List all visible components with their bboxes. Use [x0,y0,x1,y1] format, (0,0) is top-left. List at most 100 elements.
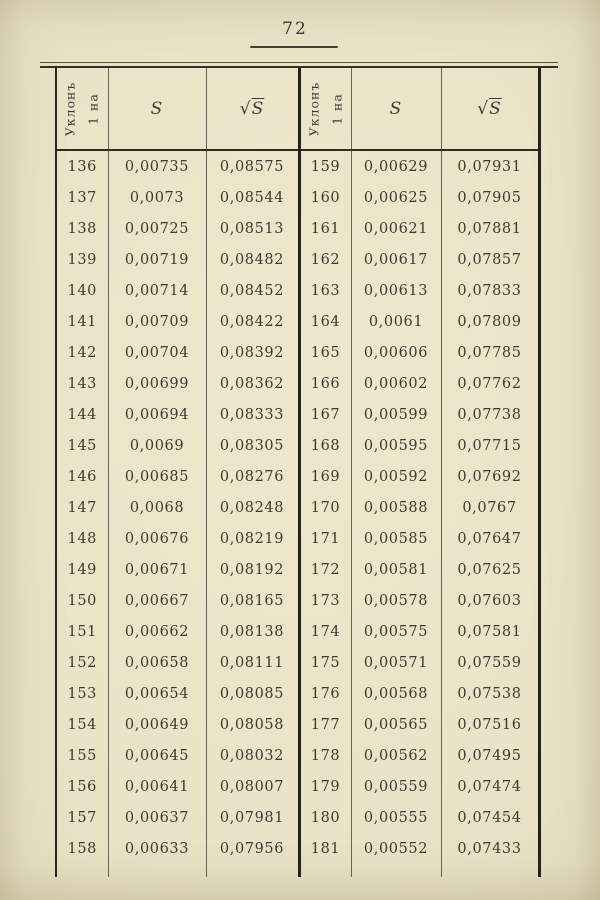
cell-sqrt-left: 0,08165 [206,585,301,616]
cell-sqrt-left: 0,08544 [206,182,301,213]
cell-sqrt-left: 0,07981 [206,802,301,833]
cell-s-left: 0,00649 [108,709,207,740]
cell-incline-right: 160 [299,182,352,213]
table-area: Уклонъ 1 на S √S Уклонъ 1 на [40,62,560,877]
table-row: 147 0,0068 0,08248 170 0,00588 0,0767 [55,492,541,523]
table-row: 152 0,00658 0,08111 175 0,00571 0,07559 [55,647,541,678]
cell-incline-left: 156 [55,771,109,802]
cell-incline-left: 141 [55,306,109,337]
cell-sqrt-left: 0,07956 [206,833,301,864]
slope-table: Уклонъ 1 на S √S Уклонъ 1 на [55,68,541,877]
cell-s-left: 0,00685 [108,461,207,492]
cell-incline-right: 179 [299,771,352,802]
cell-incline-left: 142 [55,337,109,368]
cell-s-right: 0,00613 [351,275,442,306]
cell-s-right: 0,00629 [351,150,442,182]
cell-s-right: 0,0061 [351,306,442,337]
rule-tail-row [55,864,541,877]
cell-incline-right: 181 [299,833,352,864]
table-row: 137 0,0073 0,08544 160 0,00625 0,07905 [55,182,541,213]
table-row: 151 0,00662 0,08138 174 0,00575 0,07581 [55,616,541,647]
table-row: 136 0,00735 0,08575 159 0,00629 0,07931 [55,150,541,182]
cell-s-left: 0,00658 [108,647,207,678]
cell-s-left: 0,00676 [108,523,207,554]
cell-s-right: 0,00606 [351,337,442,368]
cell-incline-left: 148 [55,523,109,554]
table-row: 139 0,00719 0,08482 162 0,00617 0,07857 [55,244,541,275]
cell-s-left: 0,00694 [108,399,207,430]
cell-incline-right: 173 [299,585,352,616]
cell-s-right: 0,00585 [351,523,442,554]
cell-s-right: 0,00559 [351,771,442,802]
cell-incline-left: 155 [55,740,109,771]
cell-incline-left: 146 [55,461,109,492]
cell-sqrt-right: 0,07833 [441,275,541,306]
cell-incline-right: 176 [299,678,352,709]
table-row: 150 0,00667 0,08165 173 0,00578 0,07603 [55,585,541,616]
cell-s-right: 0,00562 [351,740,442,771]
cell-incline-left: 153 [55,678,109,709]
cell-incline-right: 180 [299,802,352,833]
cell-incline-left: 158 [55,833,109,864]
cell-sqrt-left: 0,08058 [206,709,301,740]
table-row: 148 0,00676 0,08219 171 0,00585 0,07647 [55,523,541,554]
cell-s-left: 0,0073 [108,182,207,213]
cell-incline-right: 171 [299,523,352,554]
cell-s-right: 0,00568 [351,678,442,709]
sqrt-s-symbol: √S [239,98,265,119]
cell-sqrt-right: 0,07715 [441,430,541,461]
cell-sqrt-right: 0,07785 [441,337,541,368]
cell-incline-left: 150 [55,585,109,616]
header-incline-left-label: Уклонъ 1 на [62,81,101,136]
cell-incline-right: 178 [299,740,352,771]
cell-sqrt-right: 0,07454 [441,802,541,833]
cell-s-left: 0,00667 [108,585,207,616]
cell-incline-left: 136 [55,150,109,182]
cell-sqrt-right: 0,07647 [441,523,541,554]
cell-s-left: 0,0068 [108,492,207,523]
cell-sqrt-right: 0,07738 [441,399,541,430]
cell-incline-right: 175 [299,647,352,678]
cell-s-left: 0,00709 [108,306,207,337]
cell-sqrt-left: 0,08422 [206,306,301,337]
cell-sqrt-right: 0,07495 [441,740,541,771]
header-incline-right: Уклонъ 1 на [299,68,352,151]
cell-s-left: 0,00699 [108,368,207,399]
cell-incline-left: 145 [55,430,109,461]
cell-sqrt-left: 0,08111 [206,647,301,678]
cell-incline-left: 151 [55,616,109,647]
table-row: 142 0,00704 0,08392 165 0,00606 0,07785 [55,337,541,368]
cell-sqrt-left: 0,08513 [206,213,301,244]
cell-s-left: 0,00645 [108,740,207,771]
cell-incline-right: 161 [299,213,352,244]
cell-incline-right: 163 [299,275,352,306]
cell-incline-left: 138 [55,213,109,244]
cell-incline-left: 147 [55,492,109,523]
header-sqrt-right: √S [441,68,541,151]
cell-incline-right: 167 [299,399,352,430]
s-symbol: S [150,98,164,119]
cell-incline-right: 162 [299,244,352,275]
table-top-double-rule [40,62,558,68]
cell-sqrt-right: 0,07692 [441,461,541,492]
cell-s-left: 0,00725 [108,213,207,244]
cell-incline-right: 164 [299,306,352,337]
cell-incline-right: 169 [299,461,352,492]
cell-sqrt-right: 0,07516 [441,709,541,740]
cell-s-left: 0,00633 [108,833,207,864]
cell-s-right: 0,00578 [351,585,442,616]
cell-s-right: 0,00592 [351,461,442,492]
cell-sqrt-right: 0,07809 [441,306,541,337]
cell-sqrt-right: 0,07559 [441,647,541,678]
cell-incline-left: 139 [55,244,109,275]
cell-sqrt-right: 0,07538 [441,678,541,709]
header-incline-right-label: Уклонъ 1 на [306,81,344,136]
table-row: 158 0,00633 0,07956 181 0,00552 0,07433 [55,833,541,864]
table-row: 154 0,00649 0,08058 177 0,00565 0,07516 [55,709,541,740]
cell-sqrt-right: 0,0767 [441,492,541,523]
cell-s-left: 0,00671 [108,554,207,585]
cell-incline-right: 172 [299,554,352,585]
header-row: Уклонъ 1 на S √S Уклонъ 1 на [55,68,541,151]
cell-s-left: 0,00662 [108,616,207,647]
cell-sqrt-left: 0,08219 [206,523,301,554]
